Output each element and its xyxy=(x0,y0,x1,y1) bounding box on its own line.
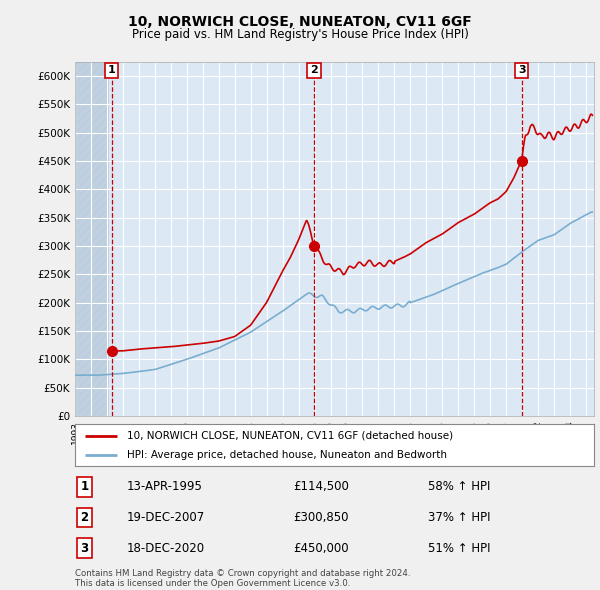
Text: 1: 1 xyxy=(107,65,115,76)
Text: 19-DEC-2007: 19-DEC-2007 xyxy=(127,511,205,524)
Text: 3: 3 xyxy=(518,65,526,76)
Text: HPI: Average price, detached house, Nuneaton and Bedworth: HPI: Average price, detached house, Nune… xyxy=(127,450,447,460)
Text: 2: 2 xyxy=(80,511,88,524)
Text: 10, NORWICH CLOSE, NUNEATON, CV11 6GF (detached house): 10, NORWICH CLOSE, NUNEATON, CV11 6GF (d… xyxy=(127,431,453,441)
Text: Contains HM Land Registry data © Crown copyright and database right 2024.
This d: Contains HM Land Registry data © Crown c… xyxy=(75,569,410,588)
Text: 10, NORWICH CLOSE, NUNEATON, CV11 6GF: 10, NORWICH CLOSE, NUNEATON, CV11 6GF xyxy=(128,15,472,30)
Text: 18-DEC-2020: 18-DEC-2020 xyxy=(127,542,205,555)
Text: £450,000: £450,000 xyxy=(293,542,349,555)
Text: 2: 2 xyxy=(310,65,318,76)
Text: 37% ↑ HPI: 37% ↑ HPI xyxy=(428,511,490,524)
Text: £114,500: £114,500 xyxy=(293,480,349,493)
Text: £300,850: £300,850 xyxy=(293,511,349,524)
Text: 13-APR-1995: 13-APR-1995 xyxy=(127,480,203,493)
Bar xyxy=(75,62,109,416)
Text: 1: 1 xyxy=(80,480,88,493)
Text: Price paid vs. HM Land Registry's House Price Index (HPI): Price paid vs. HM Land Registry's House … xyxy=(131,28,469,41)
Text: 51% ↑ HPI: 51% ↑ HPI xyxy=(428,542,490,555)
Text: 3: 3 xyxy=(80,542,88,555)
Text: 58% ↑ HPI: 58% ↑ HPI xyxy=(428,480,490,493)
